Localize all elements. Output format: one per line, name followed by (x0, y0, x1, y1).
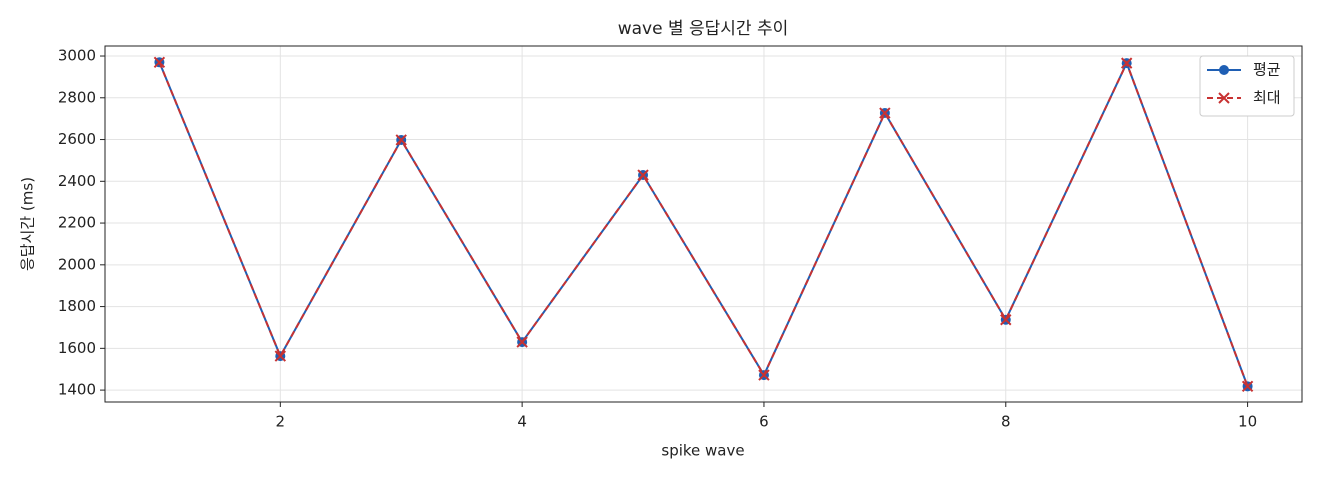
legend-marker (1219, 65, 1229, 75)
y-tick-label: 2000 (58, 255, 96, 273)
point (1120, 57, 1133, 69)
x-tick-label: 4 (517, 413, 527, 431)
x-tick-label: 6 (759, 413, 769, 431)
series-line (158, 60, 1249, 387)
point (879, 107, 891, 119)
point (1000, 314, 1012, 326)
legend-label: 최대 (1253, 89, 1281, 107)
y-axis-label: 응답시간 (ms) (19, 177, 37, 271)
point (395, 134, 407, 146)
y-tick-label: 2800 (58, 88, 96, 106)
point (758, 369, 770, 381)
point (637, 169, 649, 181)
series-line (158, 60, 1249, 387)
plot-frame (104, 45, 1303, 403)
chart-title: wave 별 응답시간 추이 (618, 19, 789, 39)
x-axis-label: spike wave (661, 442, 744, 460)
x-tick-label: 2 (276, 413, 286, 431)
x-tick-label: 8 (1001, 413, 1011, 431)
y-tick-label: 1400 (58, 381, 96, 399)
legend-label: 평균 (1253, 61, 1281, 79)
y-tick-label: 2200 (58, 214, 96, 232)
legend-marker (1218, 92, 1230, 104)
y-tick-label: 3000 (58, 47, 96, 65)
point (153, 56, 166, 68)
y-tick-label: 1600 (58, 339, 96, 357)
y-tick-label: 2600 (58, 130, 96, 148)
point (274, 350, 287, 362)
x-tick-label: 10 (1238, 413, 1257, 431)
point (516, 336, 528, 348)
point (1241, 380, 1254, 393)
y-tick-label: 1800 (58, 297, 96, 315)
y-tick-label: 2400 (58, 172, 96, 190)
